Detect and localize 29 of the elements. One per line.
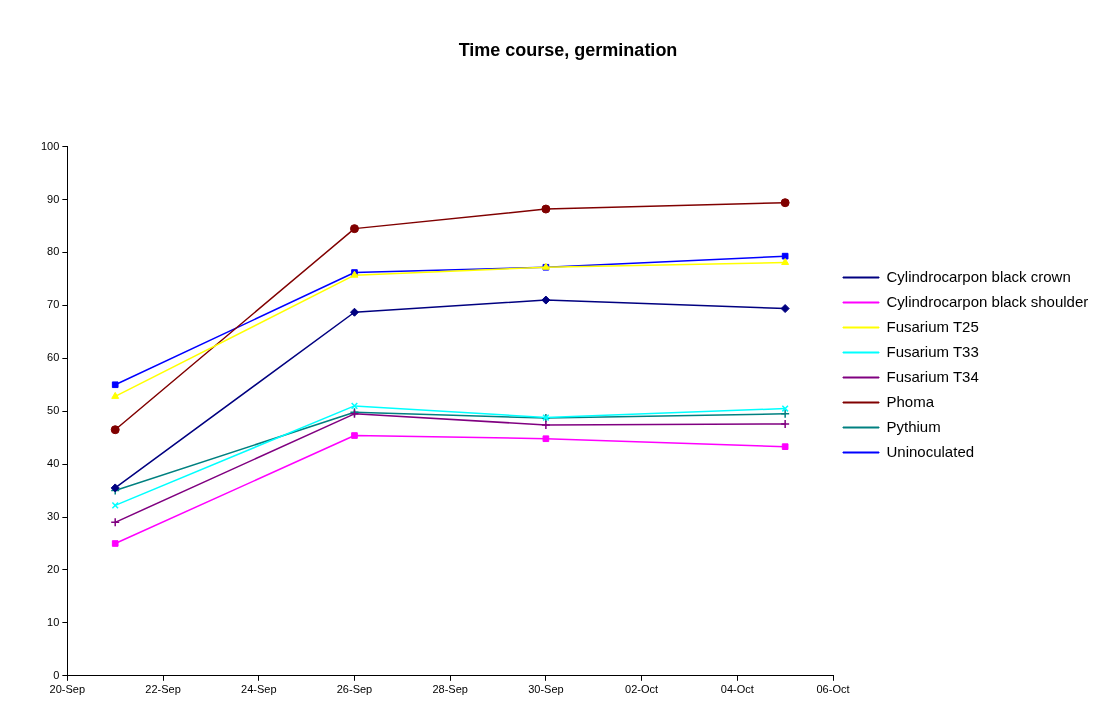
legend-label: Fusarium T25 — [886, 317, 979, 335]
y-tick-label: 50 — [47, 404, 60, 417]
y-tick-label: 60 — [47, 351, 60, 364]
y-tick-label: 20 — [47, 562, 60, 575]
legend-label: Pythium — [886, 417, 941, 435]
legend-label: Uninoculated — [886, 442, 975, 460]
x-tick-label: 28-Sep — [432, 683, 468, 696]
x-tick-label: 24-Sep — [241, 683, 277, 696]
y-tick-label: 90 — [47, 192, 60, 205]
y-tick-label: 0 — [53, 668, 60, 681]
legend-label: Fusarium T34 — [886, 367, 979, 385]
x-tick-label: 04-Oct — [720, 683, 754, 696]
legend-label: Phoma — [886, 392, 935, 410]
y-tick-label: 80 — [47, 245, 60, 258]
x-tick-label: 26-Sep — [336, 683, 373, 696]
x-tick-label: 30-Sep — [528, 683, 564, 696]
legend-label: Cylindrocarpon black crown — [886, 267, 1071, 285]
y-tick-label: 100 — [40, 139, 60, 152]
y-tick-label: 70 — [47, 298, 60, 311]
x-tick-label: 02-Oct — [625, 683, 659, 696]
y-tick-label: 40 — [47, 457, 60, 470]
x-tick-label: 20-Sep — [49, 683, 86, 696]
x-tick-label: 06-Oct — [816, 683, 850, 696]
y-tick-label: 10 — [47, 615, 60, 628]
chart-title: Time course, germination — [458, 39, 678, 60]
legend-label: Fusarium T33 — [886, 342, 979, 360]
x-tick-label: 22-Sep — [145, 683, 181, 696]
y-tick-label: 30 — [47, 510, 60, 523]
legend-label: Cylindrocarpon black shoulder — [886, 292, 1089, 310]
